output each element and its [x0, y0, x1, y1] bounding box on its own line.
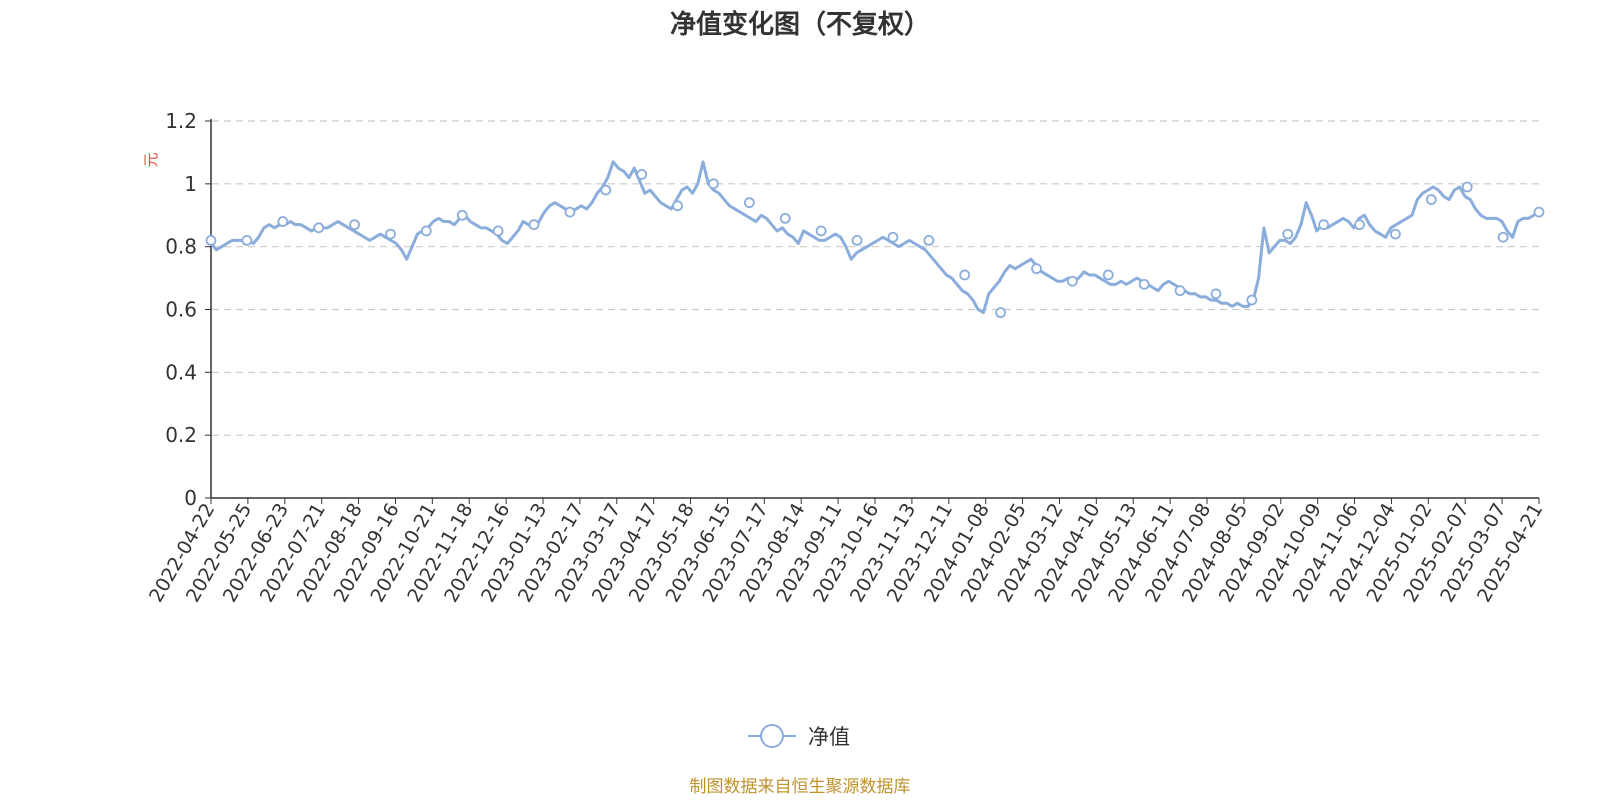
data-point-marker	[636, 169, 648, 180]
data-point-marker	[277, 216, 289, 227]
data-point-marker	[743, 197, 755, 209]
data-point-marker	[1138, 278, 1150, 290]
data-point-marker	[420, 225, 432, 237]
data-point-marker	[1210, 288, 1222, 300]
data-point-marker	[1282, 228, 1294, 240]
data-point-marker	[1533, 206, 1545, 218]
data-point-marker	[205, 234, 217, 246]
data-source-note: 制图数据来自恒生聚源数据库	[690, 777, 911, 797]
data-point-marker	[1067, 275, 1078, 287]
data-point-marker	[887, 231, 899, 243]
y-tick-label: 0.4	[165, 360, 197, 384]
data-point-marker	[564, 206, 576, 218]
series-markers	[205, 169, 1545, 319]
data-point-marker	[385, 228, 396, 240]
data-point-marker	[672, 200, 683, 212]
y-axis-ticks: 0 0.2 0.4 0.6 0.8 1 1.2	[165, 109, 211, 510]
y-tick-label: 0	[184, 486, 197, 510]
data-point-marker	[349, 219, 360, 231]
axes	[210, 119, 1539, 499]
data-point-marker	[1102, 269, 1114, 281]
legend-label-net-value: 净值	[808, 725, 850, 749]
data-point-marker	[1497, 231, 1509, 243]
x-axis-ticks: 2022-04-222022-05-252022-06-232022-07-21…	[145, 498, 1547, 606]
y-axis-unit-label: 元	[142, 152, 160, 167]
data-point-marker	[1174, 285, 1186, 297]
y-tick-label: 1	[184, 172, 197, 196]
data-point-marker	[241, 234, 253, 246]
y-tick-label: 0.2	[165, 423, 197, 447]
data-point-marker	[492, 225, 504, 237]
data-point-marker	[708, 178, 719, 190]
data-point-marker	[528, 219, 540, 231]
series-net-value	[209, 160, 1540, 315]
y-tick-label: 0.6	[165, 298, 197, 322]
data-point-marker	[1390, 228, 1401, 240]
data-point-marker	[456, 209, 468, 221]
series-line	[209, 160, 1540, 315]
data-point-marker	[959, 269, 971, 281]
data-point-marker	[815, 225, 827, 237]
data-point-marker	[995, 307, 1007, 319]
data-point-marker	[600, 184, 612, 196]
gridlines	[212, 120, 1539, 436]
data-point-marker	[851, 234, 863, 246]
data-point-marker	[1354, 219, 1365, 231]
chart-title: 净值变化图（不复权）	[670, 9, 930, 40]
data-point-marker	[1461, 181, 1473, 193]
data-point-marker	[1425, 194, 1437, 205]
legend[interactable]: 净值	[748, 724, 850, 749]
data-point-marker	[923, 234, 935, 246]
data-point-marker	[313, 222, 325, 234]
y-tick-label: 0.8	[165, 235, 197, 259]
legend-circle-symbol	[760, 724, 784, 748]
data-point-marker	[1031, 263, 1042, 275]
y-tick-label: 1.2	[165, 109, 197, 133]
data-point-marker	[1318, 219, 1330, 231]
data-point-marker	[779, 212, 791, 224]
data-point-marker	[1246, 294, 1258, 306]
